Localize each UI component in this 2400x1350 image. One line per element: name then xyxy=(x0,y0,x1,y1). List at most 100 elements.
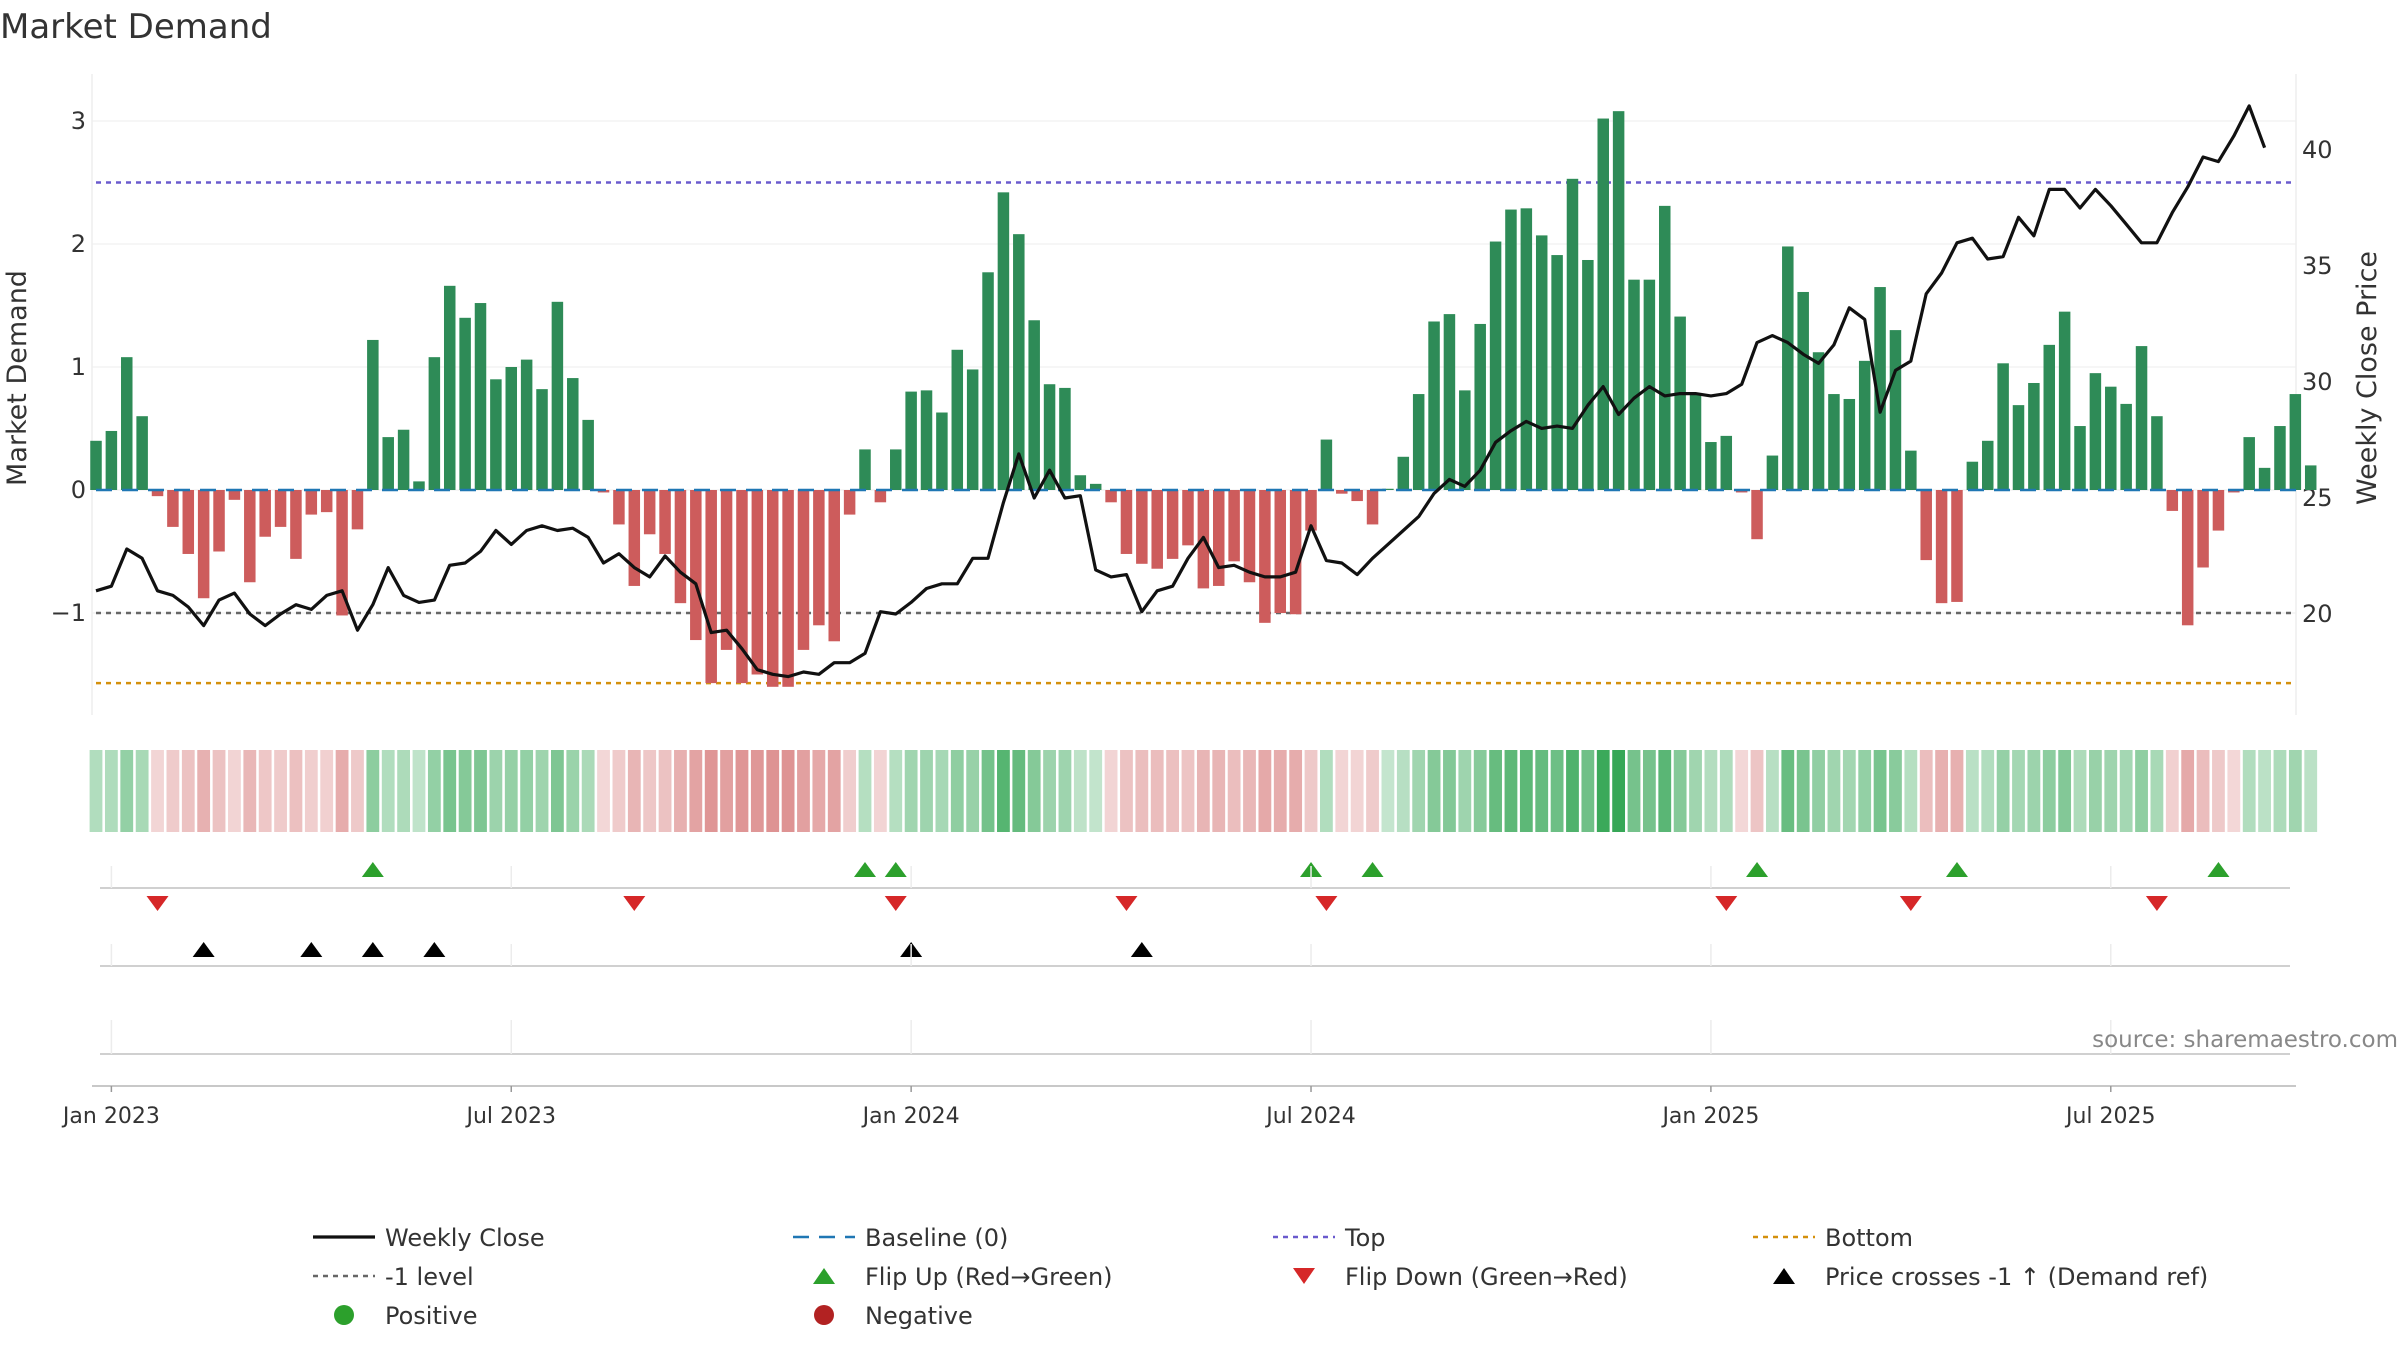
flip-down-marker xyxy=(1315,896,1338,911)
heat-cell xyxy=(1227,750,1241,832)
demand-bar xyxy=(705,490,717,684)
heat-cell xyxy=(2073,750,2087,832)
demand-bar xyxy=(736,490,748,684)
demand-bar xyxy=(1166,490,1179,559)
demand-bar xyxy=(197,490,210,599)
heat-cell xyxy=(228,750,241,832)
heat-cell xyxy=(2150,750,2164,832)
heat-cell xyxy=(104,750,118,832)
heat-cell xyxy=(320,750,334,832)
heat-cell xyxy=(2165,750,2179,832)
demand-bar xyxy=(1136,490,1148,564)
demand-bar xyxy=(2120,403,2132,490)
demand-bar xyxy=(1812,352,1825,490)
demand-bar xyxy=(136,416,148,490)
heat-cell xyxy=(551,750,564,832)
demand-bar xyxy=(2135,346,2148,490)
heat-cell xyxy=(735,750,749,832)
demand-bar xyxy=(2289,394,2302,490)
demand-bar xyxy=(1935,490,1948,604)
heat-cell xyxy=(89,750,103,832)
heat-cell xyxy=(2181,750,2195,832)
demand-bar xyxy=(1243,490,1256,583)
flip-down-marker xyxy=(1115,896,1138,911)
demand-bar xyxy=(1551,255,1563,490)
heat-cell xyxy=(1596,750,1610,832)
legend-entry-bottom: Bottom xyxy=(1753,1224,1913,1252)
price-cross-marker xyxy=(300,942,323,957)
demand-bar xyxy=(1582,259,1594,490)
heat-cell xyxy=(1796,750,1810,832)
heat-cell xyxy=(689,750,703,832)
demand-bar xyxy=(1997,363,2009,490)
demand-bar xyxy=(274,490,287,527)
demand-bar xyxy=(1705,442,1717,490)
demand-bar xyxy=(459,317,471,490)
demand-bar xyxy=(1028,320,1040,490)
x-tick-label: Jan 2025 xyxy=(1660,1104,1759,1129)
heat-cell xyxy=(366,750,380,832)
heat-cell xyxy=(1842,750,1856,832)
demand-bar xyxy=(582,419,594,490)
demand-bar xyxy=(1320,439,1333,490)
heat-cell xyxy=(120,750,134,832)
legend-entry-positive: Positive xyxy=(334,1302,478,1330)
heat-cell xyxy=(843,750,857,832)
heat-cell xyxy=(889,750,903,832)
heat-cell xyxy=(1873,750,1887,832)
heat-cell xyxy=(504,750,518,832)
right-tick-label: 40 xyxy=(2302,136,2333,164)
legend-entry-baseline: Baseline (0) xyxy=(793,1224,1008,1252)
heat-cell xyxy=(1381,750,1395,832)
heat-cell xyxy=(412,750,426,832)
heat-cell xyxy=(1273,750,1287,832)
flip-up-marker xyxy=(2207,862,2230,877)
left-tick-label: 0 xyxy=(71,476,86,504)
demand-bar xyxy=(1212,490,1225,586)
left-tick-label: 3 xyxy=(71,107,86,135)
heat-cell xyxy=(1212,750,1226,832)
heat-cell xyxy=(535,750,549,832)
heat-cell xyxy=(1366,750,1379,832)
demand-bar xyxy=(428,357,441,490)
heat-cell xyxy=(135,750,149,832)
heat-cell xyxy=(458,750,472,832)
heat-cell xyxy=(750,750,764,832)
demand-bar xyxy=(1843,398,1856,490)
demand-bar xyxy=(1120,490,1133,554)
legend-marker-cross xyxy=(1773,1268,1795,1284)
legend-label: Baseline (0) xyxy=(865,1224,1008,1252)
heat-cell xyxy=(1766,750,1779,832)
demand-bar xyxy=(890,449,902,490)
demand-bar xyxy=(874,490,887,503)
flip-up-marker xyxy=(1746,862,1769,877)
legend-label: Bottom xyxy=(1825,1224,1913,1252)
demand-bar xyxy=(1443,314,1456,490)
y-axis-left-label: Market Demand xyxy=(2,270,33,486)
heat-cell xyxy=(1566,750,1579,832)
heat-cell xyxy=(427,750,441,832)
heat-cell xyxy=(1812,750,1825,832)
right-tick-label: 35 xyxy=(2302,252,2333,280)
x-axis: Jan 2023 Jul 2023 Jan 2024 Jul 2024 Jan 2025… xyxy=(61,866,2296,1129)
heat-cell xyxy=(1612,750,1626,832)
heat-cell xyxy=(1627,750,1641,832)
demand-bar xyxy=(905,391,917,490)
weekly-close-line xyxy=(95,104,2267,679)
heat-cell xyxy=(304,750,318,832)
heat-cell xyxy=(904,750,918,832)
demand-bar xyxy=(1366,490,1379,525)
demand-bar xyxy=(1920,490,1932,561)
demand-bar xyxy=(567,378,579,490)
heat-cell xyxy=(1335,750,1349,832)
demand-bar xyxy=(259,490,271,537)
heat-cell xyxy=(1135,750,1149,832)
x-tick-label: Jul 2025 xyxy=(2064,1104,2156,1129)
heat-cell xyxy=(581,750,595,832)
demand-bar xyxy=(2243,437,2255,490)
legend-label: Price crosses -1 ↑ (Demand ref) xyxy=(1825,1263,2208,1291)
heat-cell xyxy=(2042,750,2056,832)
heat-cell xyxy=(1735,750,1749,832)
demand-bar xyxy=(1074,475,1087,490)
